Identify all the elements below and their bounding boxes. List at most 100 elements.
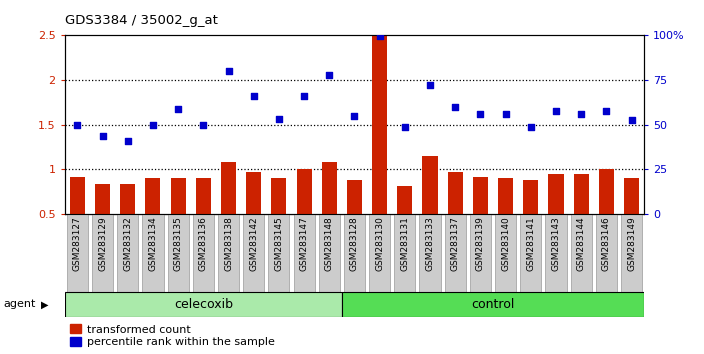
Bar (546, 214, 567, 292)
Legend: transformed count, percentile rank within the sample: transformed count, percentile rank withi… (70, 324, 275, 347)
Bar (322, 162, 337, 214)
Bar (193, 214, 214, 292)
Text: GSM283139: GSM283139 (476, 217, 485, 272)
Bar (498, 178, 513, 214)
Bar (495, 214, 516, 292)
Text: GSM283142: GSM283142 (249, 217, 258, 271)
Point (198, 122, 209, 127)
Bar (296, 170, 312, 214)
Text: GSM283129: GSM283129 (98, 217, 107, 271)
Point (72, 122, 83, 127)
Bar (142, 214, 163, 292)
Bar (319, 214, 340, 292)
Text: GSM283145: GSM283145 (275, 217, 284, 271)
Point (474, 111, 486, 117)
Text: control: control (471, 298, 515, 311)
Point (298, 93, 310, 99)
Bar (523, 180, 539, 214)
Text: GSM283138: GSM283138 (224, 217, 233, 272)
Bar (294, 214, 315, 292)
Text: GSM283149: GSM283149 (627, 217, 636, 271)
Text: GSM283146: GSM283146 (602, 217, 611, 271)
Text: GSM283134: GSM283134 (149, 217, 158, 271)
Point (399, 124, 410, 130)
Text: GSM283133: GSM283133 (425, 217, 434, 272)
Bar (117, 214, 138, 292)
Bar (571, 214, 592, 292)
Text: GSM283136: GSM283136 (199, 217, 208, 272)
Bar (347, 180, 362, 214)
Bar (372, 36, 387, 214)
Bar (448, 172, 463, 214)
Text: GSM283141: GSM283141 (527, 217, 535, 271)
Point (122, 138, 133, 144)
Bar (268, 214, 289, 292)
Point (450, 104, 461, 110)
Text: celecoxib: celecoxib (174, 298, 233, 311)
Point (273, 116, 284, 121)
Bar (221, 162, 236, 214)
Bar (397, 185, 413, 214)
Bar (394, 214, 415, 292)
Point (425, 82, 436, 87)
Point (551, 109, 562, 114)
Bar (120, 184, 135, 214)
Text: GSM283148: GSM283148 (325, 217, 334, 271)
Point (601, 109, 612, 114)
Bar (574, 174, 589, 214)
Bar (420, 214, 441, 292)
Bar (473, 177, 488, 214)
Text: agent: agent (4, 299, 36, 309)
Point (374, 34, 385, 39)
Text: GSM283131: GSM283131 (401, 217, 409, 272)
Text: GSM283127: GSM283127 (73, 217, 82, 271)
Bar (548, 174, 563, 214)
Text: GSM283132: GSM283132 (123, 217, 132, 271)
Bar (146, 178, 161, 214)
Bar (170, 178, 186, 214)
Text: GSM283143: GSM283143 (551, 217, 560, 271)
Bar (67, 214, 88, 292)
Bar (621, 214, 642, 292)
Bar (95, 184, 110, 214)
Text: ▶: ▶ (41, 299, 49, 309)
Text: GSM283137: GSM283137 (451, 217, 460, 272)
Bar (470, 214, 491, 292)
Bar (196, 178, 211, 214)
Bar (243, 214, 264, 292)
Point (248, 93, 259, 99)
Text: GDS3384 / 35002_g_at: GDS3384 / 35002_g_at (65, 14, 218, 27)
Bar (70, 177, 85, 214)
Bar (168, 214, 189, 292)
Point (525, 124, 536, 130)
Bar (218, 214, 239, 292)
Bar (520, 214, 541, 292)
Text: GSM283135: GSM283135 (174, 217, 182, 272)
Point (147, 122, 158, 127)
Bar (344, 214, 365, 292)
Point (349, 113, 360, 119)
Text: GSM283144: GSM283144 (577, 217, 586, 271)
Bar (246, 172, 261, 214)
Bar (599, 170, 614, 214)
Bar (92, 214, 113, 292)
Bar (369, 214, 390, 292)
Bar (445, 214, 466, 292)
Point (97, 133, 108, 139)
Point (172, 106, 184, 112)
Point (500, 111, 511, 117)
Text: GSM283128: GSM283128 (350, 217, 359, 271)
Bar (596, 214, 617, 292)
Bar (271, 178, 287, 214)
Bar (422, 156, 438, 214)
Point (626, 118, 637, 123)
Text: GSM283140: GSM283140 (501, 217, 510, 271)
Text: GSM283147: GSM283147 (300, 217, 308, 271)
Point (324, 72, 335, 78)
Bar (342, 292, 644, 317)
Point (223, 68, 234, 74)
Point (576, 111, 587, 117)
Text: GSM283130: GSM283130 (375, 217, 384, 272)
Bar (624, 178, 639, 214)
Bar (65, 292, 342, 317)
